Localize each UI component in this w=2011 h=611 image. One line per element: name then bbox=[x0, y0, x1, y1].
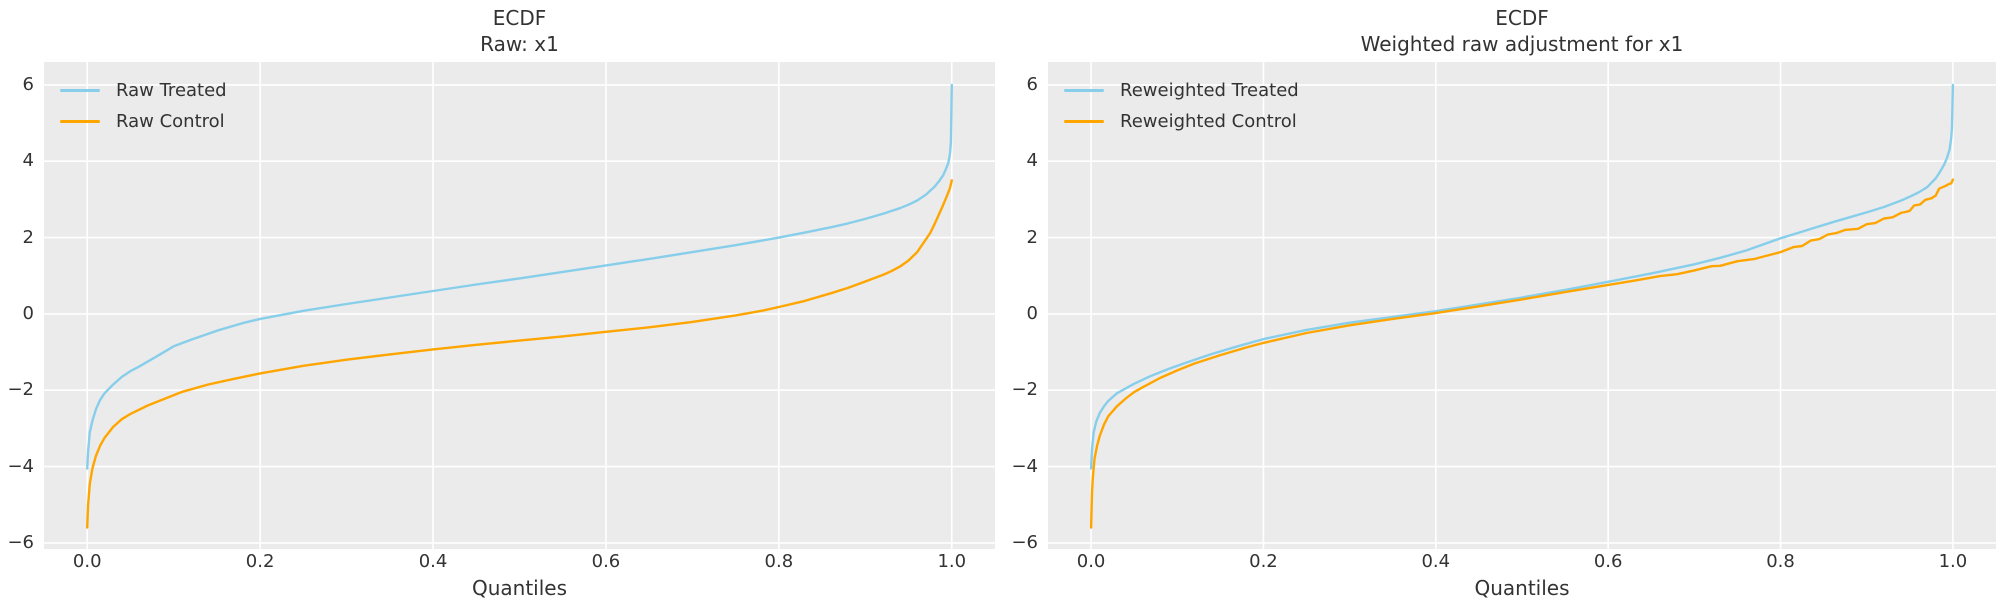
x-tick-label: 0.0 bbox=[72, 551, 102, 572]
y-tick-label: 2 bbox=[22, 226, 34, 248]
x-tick-label: 0.2 bbox=[245, 551, 275, 572]
x-tick-label: 0.4 bbox=[1421, 551, 1451, 572]
x-tick-label: 1.0 bbox=[937, 551, 967, 572]
x-tick-label: 1.0 bbox=[1938, 551, 1968, 572]
y-tick-label: 6 bbox=[1026, 73, 1038, 95]
x-tick-label: 0.6 bbox=[591, 551, 621, 572]
y-tick-label: 2 bbox=[1026, 226, 1038, 248]
x-tick-label: 0.8 bbox=[1766, 551, 1795, 572]
y-tick-label: −2 bbox=[7, 379, 34, 401]
y-tick-label: −2 bbox=[1011, 379, 1038, 401]
x-tick-label: 0.0 bbox=[1076, 551, 1106, 572]
x-tick-label: 0.4 bbox=[418, 551, 448, 572]
x-tick-label: 0.8 bbox=[764, 551, 794, 572]
y-tick-label: −4 bbox=[7, 455, 34, 477]
x-tick-label: 0.2 bbox=[1249, 551, 1278, 572]
y-tick-label: −6 bbox=[7, 531, 34, 553]
y-tick-label: −4 bbox=[1011, 455, 1038, 477]
y-tick-label: 4 bbox=[22, 150, 34, 172]
y-tick-label: 0 bbox=[1026, 302, 1038, 324]
y-tick-label: 0 bbox=[22, 302, 34, 324]
x-tick-label: 0.6 bbox=[1593, 551, 1623, 572]
y-tick-label: 4 bbox=[1026, 150, 1038, 172]
y-tick-label: 6 bbox=[22, 73, 34, 95]
y-tick-label: −6 bbox=[1011, 531, 1038, 553]
